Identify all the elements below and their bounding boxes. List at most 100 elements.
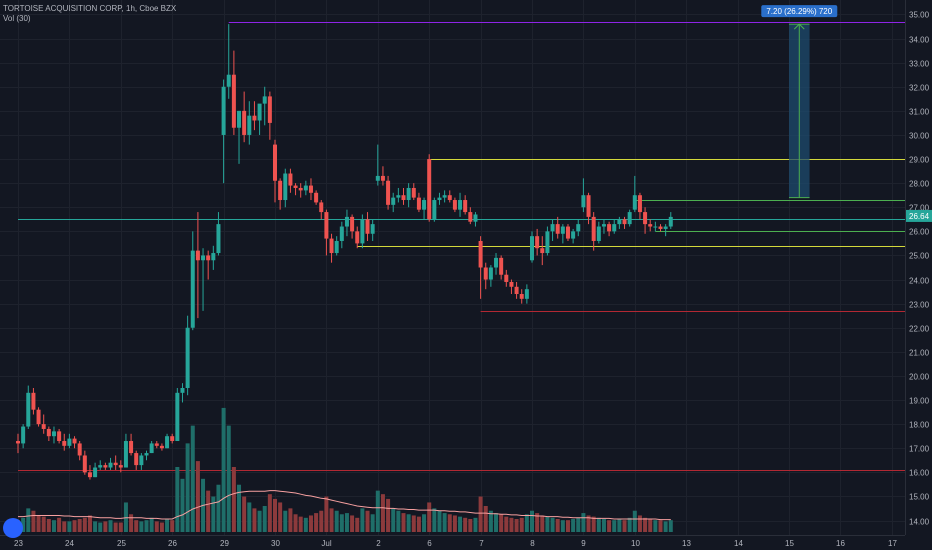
candle-body bbox=[509, 281, 514, 287]
candle bbox=[36, 407, 41, 427]
volume-bar bbox=[41, 516, 46, 532]
volume-bar bbox=[437, 510, 442, 532]
volume-bar bbox=[180, 478, 185, 532]
price-tick-label: 15.00 bbox=[909, 493, 930, 502]
volume-bar bbox=[247, 502, 252, 532]
candle-body bbox=[118, 465, 123, 468]
candle-body bbox=[555, 224, 560, 234]
candle bbox=[159, 443, 164, 451]
volume-bar bbox=[452, 515, 457, 532]
volume-bar bbox=[571, 519, 576, 532]
candle bbox=[134, 450, 139, 470]
volume-bar bbox=[581, 513, 586, 532]
candle-body bbox=[586, 195, 591, 217]
volume-indicator-label[interactable]: Vol (30) bbox=[3, 14, 31, 23]
candle-body bbox=[262, 96, 267, 104]
volume-bar bbox=[134, 520, 139, 532]
volume-bar bbox=[72, 520, 77, 532]
price-tick-label: 21.00 bbox=[909, 349, 930, 358]
candle-body bbox=[488, 267, 493, 280]
candle bbox=[550, 219, 555, 241]
volume-bar bbox=[103, 521, 108, 532]
volume-bar bbox=[560, 520, 565, 532]
volume-bar bbox=[257, 510, 262, 532]
candle-body bbox=[560, 226, 565, 234]
candle bbox=[658, 224, 663, 232]
candle-body bbox=[170, 436, 175, 442]
candle bbox=[406, 183, 411, 208]
candle-body bbox=[98, 465, 103, 468]
volume-bar bbox=[77, 519, 82, 532]
candle-body bbox=[324, 212, 329, 239]
candle bbox=[144, 450, 149, 461]
volume-bar bbox=[319, 510, 324, 532]
volume-bar bbox=[93, 521, 98, 532]
volume-bar bbox=[591, 516, 596, 532]
candle-body bbox=[360, 219, 365, 244]
time-tick-label: 13 bbox=[682, 539, 691, 548]
measure-tool[interactable]: 7.20 (26.29%) 720 bbox=[761, 5, 838, 199]
candle-body bbox=[499, 257, 504, 275]
volume-bar bbox=[355, 517, 360, 532]
candle-body bbox=[257, 103, 262, 121]
volume-bar bbox=[514, 519, 519, 532]
candle-body bbox=[648, 224, 653, 227]
candle-body bbox=[82, 455, 87, 473]
candle-body bbox=[195, 250, 200, 261]
candle-body bbox=[406, 187, 411, 201]
candle-body bbox=[596, 226, 601, 241]
candle-body bbox=[57, 431, 62, 442]
candle bbox=[190, 231, 195, 331]
candle bbox=[103, 462, 108, 470]
candle bbox=[463, 195, 468, 215]
candle bbox=[499, 255, 504, 280]
volume-bar bbox=[144, 520, 149, 532]
volume-bar bbox=[252, 508, 257, 532]
time-axis[interactable]: 23 24 25 26 29 30 Jul 2 6 7 8 9 10 13 14 15 16 17 bbox=[0, 535, 905, 549]
volume-bar bbox=[31, 510, 36, 532]
candle bbox=[87, 465, 92, 480]
candle-body bbox=[46, 428, 51, 437]
candle-body bbox=[380, 175, 385, 181]
candle-body bbox=[123, 441, 128, 468]
volume-bar bbox=[206, 490, 211, 532]
tradingview-logo-icon[interactable] bbox=[3, 518, 23, 538]
volume-bar bbox=[324, 496, 329, 532]
volume-bar bbox=[62, 521, 67, 532]
volume-bar bbox=[36, 515, 41, 532]
price-tick-label: 23.00 bbox=[909, 301, 930, 310]
drawn-lines bbox=[18, 22, 905, 471]
candle bbox=[370, 219, 375, 241]
price-tick-label: 27.00 bbox=[909, 204, 930, 213]
candle bbox=[98, 460, 103, 470]
candle-body bbox=[226, 74, 231, 87]
candle-body bbox=[355, 231, 360, 244]
candle bbox=[31, 387, 36, 415]
volume-bar bbox=[283, 510, 288, 532]
candle bbox=[483, 262, 488, 290]
price-axis[interactable]: 14.00 15.00 16.00 17.00 18.00 19.00 20.00 21.00… bbox=[905, 0, 932, 550]
candle bbox=[473, 212, 478, 227]
volume-bar bbox=[360, 508, 365, 532]
price-tick-label: 33.00 bbox=[909, 60, 930, 69]
volume-bar bbox=[555, 519, 560, 532]
chart-title: TORTOISE ACQUISITION CORP, 1h, Cboe BZX bbox=[3, 4, 177, 13]
candle-body bbox=[329, 238, 334, 254]
candle-body bbox=[622, 219, 627, 225]
candle-body bbox=[627, 212, 632, 225]
candle-body bbox=[658, 226, 663, 229]
volume-bar bbox=[175, 467, 180, 532]
candle bbox=[237, 110, 242, 164]
price-tick-label: 25.00 bbox=[909, 252, 930, 261]
candle bbox=[375, 144, 380, 186]
candle-body bbox=[344, 216, 349, 227]
time-tick-label: 10 bbox=[631, 539, 640, 548]
volume-bar bbox=[396, 510, 401, 532]
candle-body bbox=[365, 219, 370, 234]
volume-bar bbox=[339, 514, 344, 532]
candle bbox=[93, 462, 98, 478]
candle bbox=[494, 253, 499, 275]
volume-bar bbox=[185, 443, 190, 532]
candle-body bbox=[16, 441, 20, 444]
